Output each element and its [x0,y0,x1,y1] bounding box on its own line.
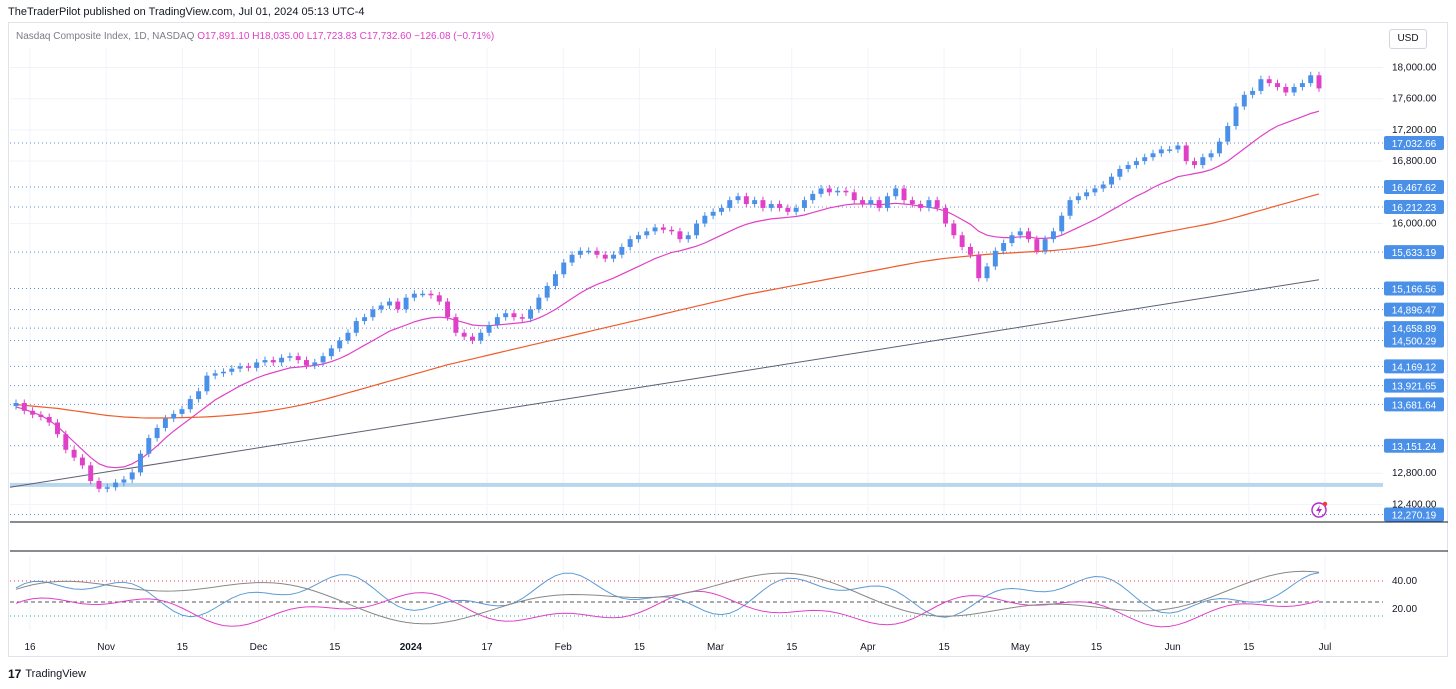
currency-button[interactable]: USD [1389,29,1427,49]
legend-close: C17,732.60 [359,31,412,42]
legend-change: −126.08 (−0.71%) [414,31,495,42]
brand-name: TradingView [25,668,86,680]
publisher-line: TheTraderPilot published on TradingView.… [8,6,365,18]
legend-open: O17,891.10 [197,31,250,42]
legend-low: L17,723.83 [306,31,357,42]
tradingview-logo-icon: 17 [8,667,22,681]
symbol-legend: Nasdaq Composite Index, 1D, NASDAQ O17,8… [16,31,494,42]
chart-frame[interactable] [8,22,1448,657]
legend-symbol: Nasdaq Composite Index, 1D, NASDAQ [16,31,195,42]
footer: 17 TradingView [8,667,86,681]
legend-high: H18,035.00 [252,31,304,42]
